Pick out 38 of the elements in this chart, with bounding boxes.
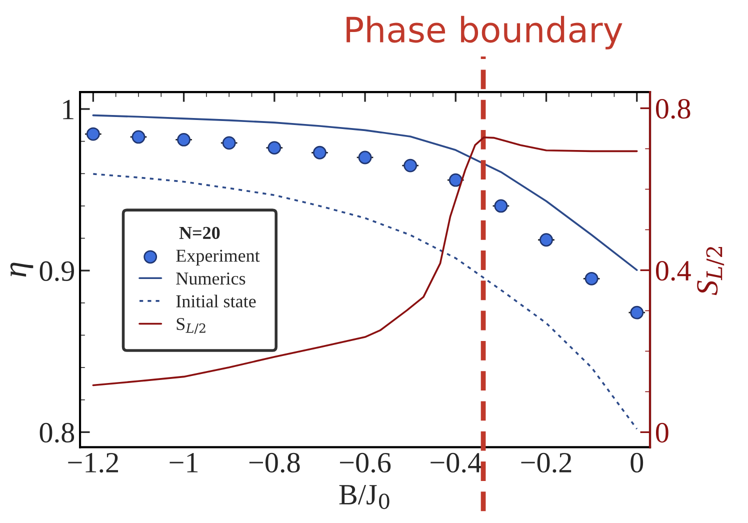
point	[540, 233, 553, 247]
x-tick-label: −0.8	[249, 452, 300, 473]
line-series	[92, 136, 638, 386]
y2-axis-title: S$_{L/2}$	[697, 246, 724, 296]
x-tick-label: −1	[170, 453, 198, 472]
x-tick-label: −1.2	[68, 452, 118, 473]
point	[222, 136, 236, 150]
x-tick-label: −0.2	[521, 452, 572, 473]
x-tick-label: 0	[630, 452, 644, 473]
legend-title: N=20	[179, 226, 220, 240]
point	[358, 150, 372, 164]
point	[404, 158, 418, 172]
point	[86, 127, 100, 141]
legend-label: Initial state	[176, 294, 256, 308]
y2-tick-label: 0.8	[656, 98, 690, 119]
point	[313, 146, 326, 160]
ref-line-label: Phase boundary	[346, 16, 622, 50]
point	[494, 199, 508, 213]
point	[584, 272, 598, 286]
line-series	[92, 173, 638, 430]
legend-label: Experiment	[176, 250, 260, 266]
point	[177, 133, 190, 146]
y-tick-label: 0.9	[40, 261, 74, 282]
y-tick-label: 1	[63, 100, 74, 120]
x-axis-title: B/J$_{0}$	[339, 485, 390, 510]
point	[448, 173, 462, 187]
point	[268, 141, 282, 154]
y-axis-title: η	[10, 262, 34, 277]
legend-label: S$_{L/2}$	[176, 318, 206, 334]
point	[132, 130, 146, 144]
y2-tick-label: 0	[656, 422, 668, 443]
x-tick-label: −0.4	[430, 452, 482, 473]
legend-label: Numerics	[176, 272, 246, 285]
y2-tick-label: 0.4	[656, 260, 691, 281]
line-series	[92, 114, 638, 271]
y-tick-label: 0.8	[40, 422, 74, 443]
point	[630, 306, 644, 320]
x-tick-label: −0.6	[340, 452, 391, 473]
